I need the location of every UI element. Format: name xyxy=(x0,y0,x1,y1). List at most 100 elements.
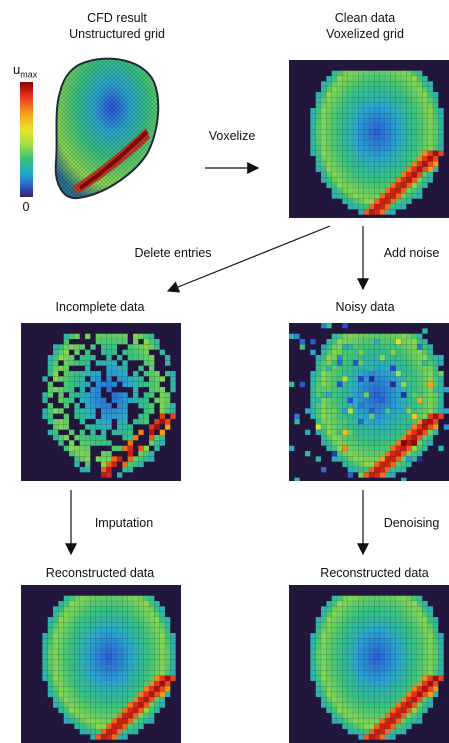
voxel-cell xyxy=(432,429,439,436)
voxelize-label: Voxelize xyxy=(208,129,256,143)
voxel-cell xyxy=(58,440,64,446)
voxel-cell xyxy=(159,349,166,356)
voxel-cell xyxy=(111,349,118,356)
delete-entries-label: Delete entries xyxy=(134,246,212,260)
clean-title-line1: Clean data xyxy=(334,11,396,25)
clean-title-line2: Voxelized grid xyxy=(326,27,404,41)
voxel-cell xyxy=(74,333,80,340)
voxel-cell xyxy=(132,434,139,441)
voxel-cell xyxy=(432,166,439,173)
voxel-cell xyxy=(68,397,75,404)
voxel-cell xyxy=(416,193,423,199)
voxel-cell xyxy=(304,429,311,436)
voxel-cell xyxy=(289,445,295,452)
voxel-cell xyxy=(127,466,134,473)
voxel-cell xyxy=(427,440,434,446)
voxel-cell xyxy=(63,424,70,430)
voxel-cell xyxy=(106,424,112,430)
incomplete-title: Incomplete data xyxy=(55,300,145,314)
voxel-cell xyxy=(294,418,300,425)
voxel-cell xyxy=(63,434,70,441)
voxel-cell xyxy=(90,354,96,361)
voxel-cell xyxy=(326,323,332,329)
voxel-cell xyxy=(159,440,166,446)
voxel-cell xyxy=(438,445,444,452)
clean-voxel-panel xyxy=(289,60,449,218)
delete-entries-arrow xyxy=(166,225,331,293)
voxel-cell xyxy=(299,344,306,350)
voxel-cell xyxy=(299,381,306,388)
voxel-cell xyxy=(304,450,311,457)
recon-right-title: Reconstructed data xyxy=(320,566,429,580)
voxel-cell xyxy=(84,381,91,388)
voxel-cell xyxy=(84,333,91,340)
voxel-cell xyxy=(154,344,160,350)
recon-left-title: Reconstructed data xyxy=(45,566,155,580)
voxel-cell xyxy=(443,424,449,430)
voxel-cell xyxy=(111,381,118,388)
voxel-cell xyxy=(138,429,144,436)
denoising-label: Denoising xyxy=(383,516,440,530)
voxel-cell xyxy=(432,691,439,698)
voxel-cell xyxy=(68,429,75,436)
colorbar xyxy=(20,82,33,197)
voxel-cell xyxy=(347,472,354,478)
voxel-cell xyxy=(390,209,396,215)
voxel-cell xyxy=(438,150,444,157)
voxel-cell xyxy=(342,323,348,329)
voxel-cell xyxy=(427,177,434,183)
voxel-cell xyxy=(438,413,444,420)
voxel-cell xyxy=(42,397,48,404)
voxel-cell xyxy=(400,728,407,735)
voxel-cell xyxy=(170,675,176,682)
voxel-cell xyxy=(84,466,91,473)
voxel-cell xyxy=(154,424,160,430)
voxel-cell xyxy=(138,461,144,468)
voxel-cell xyxy=(400,477,407,481)
voxel-cell xyxy=(315,456,322,462)
voxel-cell xyxy=(406,461,412,468)
voxel-cell xyxy=(159,376,166,382)
voxel-cell xyxy=(422,182,428,189)
voxel-cell xyxy=(294,477,300,481)
voxel-cell xyxy=(74,461,80,468)
incomplete-voxel-panel xyxy=(21,323,181,481)
voxel-cell xyxy=(148,456,155,462)
voxel-cell xyxy=(164,360,171,366)
voxel-cell xyxy=(42,376,48,382)
voxel-cell xyxy=(164,691,171,698)
voxel-cell xyxy=(400,466,407,473)
voxel-cell xyxy=(143,418,150,425)
voxel-cell xyxy=(416,718,423,724)
voxel-cell xyxy=(320,466,327,473)
noisy-title: Noisy data xyxy=(335,300,395,314)
colorbar-max-label: umax xyxy=(13,62,38,80)
voxel-cell xyxy=(154,445,160,452)
voxel-cell xyxy=(443,408,449,414)
voxel-cell xyxy=(154,707,160,714)
voxel-cell xyxy=(90,413,96,420)
voxel-cell xyxy=(111,461,118,468)
voxel-cell xyxy=(390,472,396,478)
imputation-label: Imputation xyxy=(94,516,154,530)
voxel-cell xyxy=(148,718,155,724)
voxel-cell xyxy=(47,392,54,398)
recon-left-voxel-panel xyxy=(21,585,181,743)
voxel-cell xyxy=(148,408,155,414)
voxel-cell xyxy=(164,424,171,430)
voxel-cell xyxy=(159,702,166,708)
voxel-cell xyxy=(79,344,86,350)
voxel-cell xyxy=(116,456,123,462)
noisy-voxel-panel xyxy=(289,323,449,481)
voxel-cell xyxy=(289,381,295,388)
add-noise-label: Add noise xyxy=(383,246,440,260)
voxel-cell xyxy=(138,365,144,372)
recon-right-voxel-panel xyxy=(289,585,449,743)
voxel-cell xyxy=(106,440,112,446)
voxel-cell xyxy=(422,707,428,714)
voxel-cell xyxy=(79,418,86,425)
voxel-cell xyxy=(90,344,96,350)
voxel-cell xyxy=(438,360,444,366)
cfd-title-line2: Unstructured grid xyxy=(69,27,165,41)
